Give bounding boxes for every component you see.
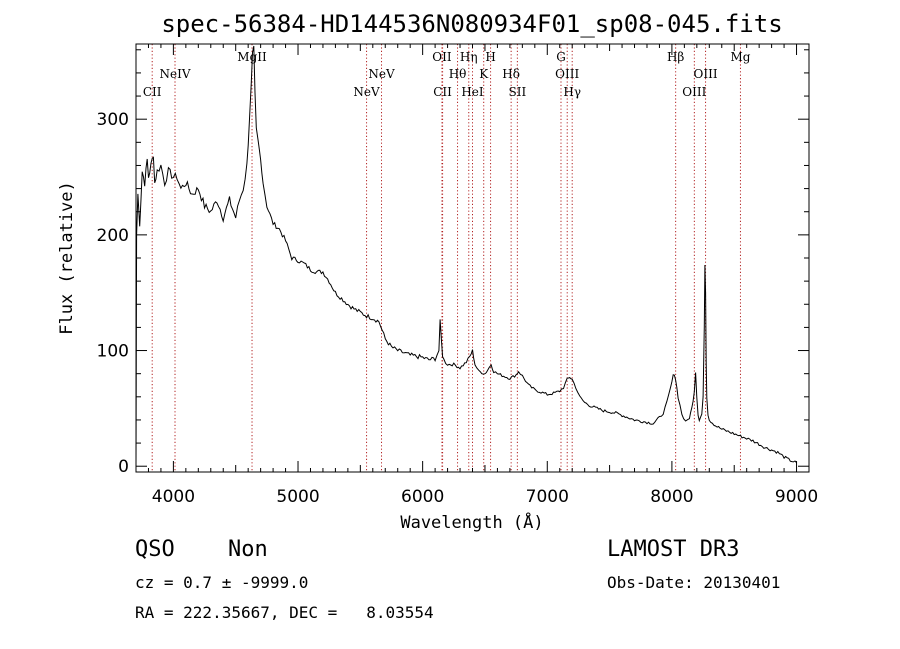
x-tick-label: 5000 [276,487,319,507]
spectral-line-label: H [485,50,495,64]
y-tick-label: 200 [97,226,129,246]
obs-date: Obs-Date: 20130401 [607,573,781,592]
spectral-line-label: NeV [368,67,395,81]
x-tick-label: 8000 [650,487,693,507]
chart-title: spec-56384-HD144536N080934F01_sp08-045.f… [161,10,782,38]
y-tick-label: 100 [97,342,129,362]
spectral-line-label: K [479,67,489,81]
coordinates-readout: RA = 222.35667, DEC = 8.03554 [135,603,434,622]
spectral-line-label: OIII [694,67,718,81]
spectrum-line [135,45,797,467]
spectral-line-label: OIII [682,85,706,99]
object-class: QSO [135,537,175,562]
y-axis-label: Flux (relative) [57,181,77,335]
spectral-line-markers [151,44,741,472]
spectral-line-label: Mg [730,50,750,64]
spectral-line-label: NeV [353,85,380,99]
y-tick-label: 0 [118,457,129,477]
spectral-line-label: Hβ [667,50,684,64]
spectral-line-label: CII [143,85,162,99]
spectral-line-label: Hη [460,50,478,64]
y-tick-label: 300 [97,110,129,130]
x-axis-ticks: 4000 5000 6000 7000 8000 9000 [135,44,818,507]
spectral-line-label: G [556,50,566,64]
spectral-line-label: HeI [461,85,484,99]
spectral-line-label: OIII [555,67,579,81]
spectral-line-label: CII [433,85,452,99]
spectral-line-label: Hδ [502,67,520,81]
survey-name: LAMOST DR3 [607,537,740,562]
spectral-line-label: SII [509,85,527,99]
x-tick-label: 9000 [775,487,818,507]
spectral-line-label: OII [432,50,452,64]
object-subclass: Non [228,537,268,562]
redshift-readout: cz = 0.7 ± -9999.0 [135,573,309,592]
spectrum-chart: spec-56384-HD144536N080934F01_sp08-045.f… [57,10,818,533]
spectral-line-label: Hθ [449,67,467,81]
y-axis-ticks: 0 100 200 300 [97,49,809,477]
x-axis-label: Wavelength (Å) [400,511,543,533]
spectral-line-label: NeIV [160,67,191,81]
x-tick-label: 4000 [152,487,195,507]
spectral-line-labels: CIINeIVMgIINeVNeVOIICIIHθHηHeIKHHδSIIGOI… [143,50,751,99]
x-tick-label: 6000 [401,487,444,507]
x-tick-label: 7000 [526,487,569,507]
spectral-line-label: Hγ [563,85,581,99]
